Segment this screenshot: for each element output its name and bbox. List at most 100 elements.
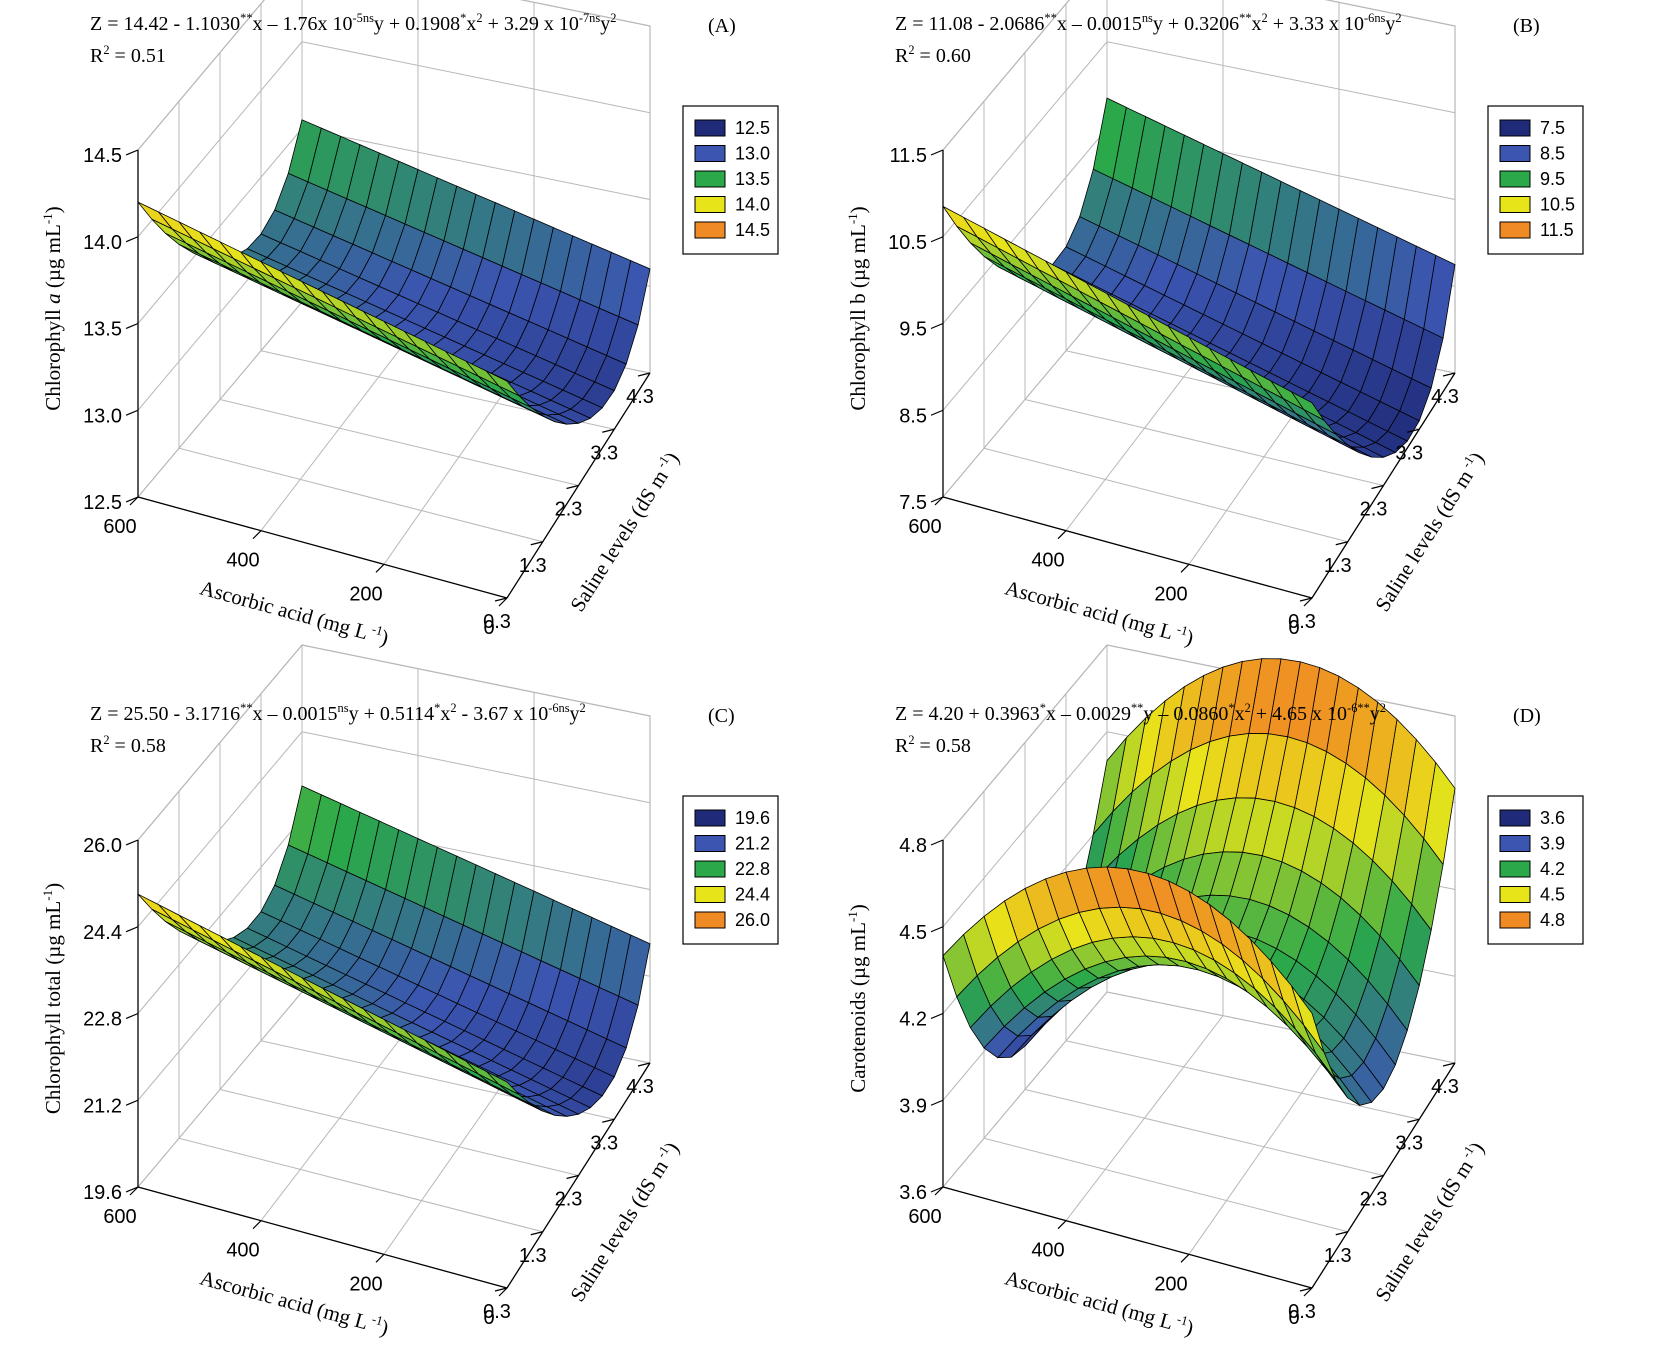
superscript-text: -1	[1457, 453, 1477, 473]
gridline-back-z	[301, 731, 651, 804]
superscript-text: -1	[40, 213, 55, 224]
text-segment: x	[440, 703, 450, 725]
superscript-text: -1	[1172, 620, 1190, 638]
legend-label: 4.2	[1540, 859, 1565, 879]
y-tick	[637, 1062, 651, 1067]
y-axis-title: Saline levels (dS m -1)	[1369, 447, 1489, 616]
legend-label: 4.8	[1540, 910, 1565, 930]
z-tick-label: 22.8	[83, 1009, 122, 1031]
superscript-text: -1	[1457, 1143, 1477, 1163]
surface-cell	[942, 206, 978, 238]
z-tick	[125, 1012, 139, 1020]
legend-swatch	[1499, 145, 1531, 162]
y-tick	[602, 428, 615, 433]
x-tick	[934, 1186, 944, 1196]
legend-label: 3.9	[1540, 834, 1565, 854]
x-axis-line	[942, 1186, 1313, 1289]
z-tick-label: 11.5	[890, 145, 927, 167]
legend-label: 3.6	[1540, 808, 1565, 828]
text-segment: y	[1370, 703, 1380, 725]
y-tick-label: 1.3	[519, 1245, 547, 1267]
y-tick	[1299, 1287, 1313, 1292]
y-tick-label: 2.3	[555, 499, 583, 521]
panel-letter: (B)	[1513, 15, 1540, 37]
text-segment: x	[1235, 703, 1245, 725]
x-tick-label: 0	[483, 1307, 494, 1329]
r-squared: R2 = 0.60	[895, 43, 971, 67]
y-tick-label: 0.3	[483, 611, 511, 633]
x-tick	[1057, 530, 1067, 540]
superscript-text: -1	[845, 213, 860, 224]
legend-swatch	[694, 886, 726, 903]
z-tick	[125, 1186, 139, 1193]
legend-label: 19.6	[735, 808, 770, 828]
y-tick-label: 2.3	[1360, 1189, 1388, 1211]
y-tick-label: 1.3	[1324, 555, 1352, 577]
box-frame	[942, 0, 1456, 373]
z-tick-label: 8.5	[899, 405, 927, 427]
x-tick	[1303, 597, 1313, 607]
superscript-text: -1	[652, 1143, 672, 1163]
x-tick	[1180, 1253, 1190, 1263]
z-tick	[125, 839, 139, 846]
y-tick-label: 4.3	[626, 386, 654, 408]
text-segment: R	[895, 45, 909, 67]
legend: 19.6 21.2 22.8 24.4 26.0	[682, 795, 779, 945]
legend-swatch	[1499, 809, 1531, 827]
legend-swatch	[694, 835, 726, 852]
z-tick	[930, 322, 944, 330]
superscript-text: ns	[1142, 11, 1153, 25]
y-tick-label: 2.3	[555, 1189, 583, 1211]
x-tick-label: 400	[226, 550, 259, 572]
text-segment: )	[846, 904, 870, 911]
legend-swatch	[694, 196, 726, 213]
text-segment: Z = 14.42 - 1.1030	[90, 13, 240, 35]
text-segment: Chlorophyll	[41, 304, 65, 411]
legend-label: 13.0	[735, 144, 770, 164]
z-axis-title: Chlorophyll total (µg mL-1)	[40, 883, 65, 1114]
gridline-back-z	[1106, 41, 1456, 114]
z-tick	[930, 409, 944, 416]
superscript-text: *	[1040, 701, 1046, 715]
superscript-text: 2	[103, 733, 109, 747]
legend-swatch	[694, 170, 726, 188]
x-tick-label: 400	[1031, 550, 1064, 572]
legend-label: 11.5	[1540, 220, 1574, 240]
x-tick	[1057, 1220, 1067, 1230]
z-tick	[125, 236, 139, 243]
x-tick	[934, 496, 944, 506]
z-tick-label: 4.8	[899, 835, 927, 857]
superscript-text: -1	[40, 890, 55, 901]
superscript-text: **	[240, 701, 252, 715]
superscript-text: *	[434, 701, 440, 715]
y-tick	[1407, 1118, 1420, 1123]
text-segment: (µg mL	[41, 224, 65, 293]
superscript-text: *	[460, 11, 466, 25]
text-segment: + 4.65 x 10	[1251, 703, 1347, 725]
z-tick-label: 19.6	[83, 1182, 122, 1204]
legend-label: 13.5	[735, 169, 770, 189]
z-axis-title: Chlorophyll a (µg mL-1)	[40, 206, 65, 410]
chart-panel-a: 12.5 13.0 13.5 14.0 14.5 0 200 400 600 0.3 1.3 2.3 3…	[40, 0, 779, 650]
box-top-edges	[137, 0, 651, 373]
y-tick-label: 1.3	[519, 555, 547, 577]
x-tick-label: 400	[1031, 1240, 1064, 1262]
y-tick	[566, 1174, 579, 1180]
text-segment: Chlorophyll b (µg mL	[846, 224, 870, 411]
legend-swatch	[1499, 886, 1531, 903]
legend-label: 14.0	[735, 195, 770, 215]
z-tick	[125, 409, 139, 416]
text-segment: Saline levels (dS m	[1370, 1156, 1477, 1306]
superscript-text: -6**	[1347, 701, 1370, 715]
x-tick-label: 200	[349, 1273, 382, 1295]
y-tick	[1299, 597, 1313, 602]
z-tick	[930, 926, 944, 933]
text-segment: = 0.51	[110, 45, 166, 67]
superscript-text: -1	[367, 620, 385, 638]
legend-swatch	[694, 809, 726, 827]
z-tick	[125, 1099, 139, 1106]
y-tick-label: 3.3	[590, 1132, 618, 1154]
superscript-text: 2	[1395, 11, 1401, 25]
text-segment: x	[466, 13, 476, 35]
text-segment: Z = 25.50 - 3.1716	[90, 703, 240, 725]
